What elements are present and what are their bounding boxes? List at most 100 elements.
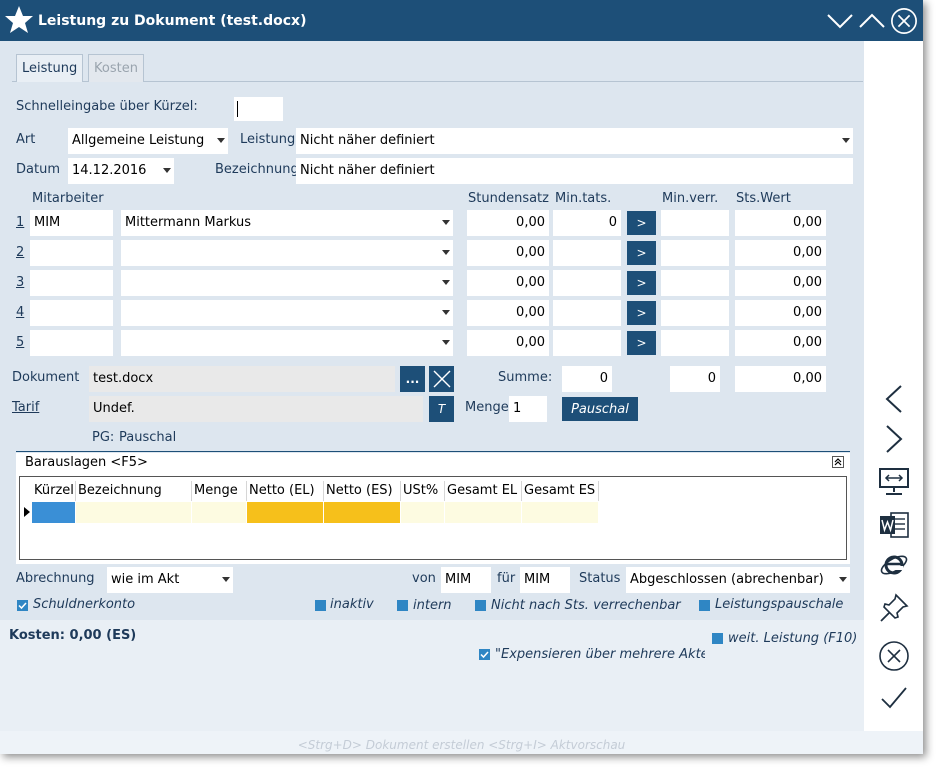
stundensatz-input[interactable]: 0,00 bbox=[467, 270, 549, 296]
pauschal-button[interactable]: Pauschal bbox=[562, 397, 638, 421]
row-number[interactable]: 2 bbox=[16, 245, 25, 260]
grid-cell-gesamt-es[interactable] bbox=[522, 502, 598, 523]
remove-document-button[interactable] bbox=[429, 366, 454, 392]
tab-kosten[interactable]: Kosten bbox=[88, 54, 144, 82]
von-value: MIM bbox=[445, 572, 472, 587]
status-label: Status bbox=[579, 571, 621, 586]
browse-document-button[interactable]: ... bbox=[400, 366, 425, 392]
tarif-field[interactable]: Undef. bbox=[89, 396, 423, 422]
transfer-minutes-button[interactable]: > bbox=[627, 211, 656, 235]
chevron-down-icon bbox=[442, 250, 450, 255]
min-tats-input[interactable] bbox=[553, 240, 621, 266]
dokument-field[interactable]: test.docx bbox=[89, 366, 395, 392]
expensieren-checkbox[interactable] bbox=[479, 649, 490, 660]
bezeichnung-input[interactable]: Nicht näher definiert bbox=[296, 158, 853, 184]
stundensatz-input[interactable]: 0,00 bbox=[467, 240, 549, 266]
min-verr-input[interactable] bbox=[661, 300, 729, 326]
art-select[interactable]: Allgemeine Leistung bbox=[68, 128, 228, 154]
employee-name-select[interactable] bbox=[121, 330, 453, 356]
quick-entry-input[interactable] bbox=[234, 97, 283, 121]
tarif-button[interactable]: T bbox=[429, 396, 454, 422]
von-input[interactable]: MIM bbox=[441, 567, 491, 593]
employee-code-input[interactable] bbox=[30, 270, 113, 296]
abrechnung-select[interactable]: wie im Akt bbox=[107, 567, 233, 593]
grid-cell-netto-es[interactable] bbox=[324, 502, 400, 523]
schuldnerkonto-checkbox[interactable] bbox=[17, 600, 28, 611]
cancel-icon[interactable] bbox=[876, 639, 912, 673]
row-number[interactable]: 4 bbox=[16, 305, 25, 320]
grid-cell-gesamt-el[interactable] bbox=[445, 502, 521, 523]
word-icon[interactable] bbox=[876, 508, 912, 542]
nicht-sts-checkbox[interactable] bbox=[475, 600, 486, 611]
intern-checkbox[interactable] bbox=[397, 600, 408, 611]
stundensatz-input[interactable]: 0,00 bbox=[467, 330, 549, 356]
next-icon[interactable] bbox=[876, 422, 912, 456]
menge-label: Menge bbox=[465, 400, 509, 415]
internet-explorer-icon[interactable] bbox=[876, 547, 912, 581]
abrechnung-label: Abrechnung bbox=[16, 571, 95, 586]
transfer-minutes-button[interactable]: > bbox=[627, 241, 656, 265]
grid-col-menge[interactable]: Menge bbox=[192, 481, 247, 501]
min-tats-input[interactable]: 0 bbox=[553, 210, 621, 236]
leistungspauschale-label: Leistungspauschale bbox=[715, 597, 844, 612]
employee-name-select[interactable]: Mittermann Markus bbox=[121, 210, 453, 236]
star-icon[interactable] bbox=[4, 5, 34, 39]
chevron-down-icon bbox=[222, 577, 230, 582]
grid-col-gesamt-es[interactable]: Gesamt ES bbox=[522, 481, 599, 501]
grid-col-bezeichnung[interactable]: Bezeichnung bbox=[76, 481, 192, 501]
status-select[interactable]: Abgeschlossen (abrechenbar) bbox=[626, 567, 850, 593]
min-tats-input[interactable] bbox=[553, 270, 621, 296]
inaktiv-checkbox[interactable] bbox=[315, 600, 326, 611]
maximize-chevron-icon[interactable] bbox=[858, 8, 886, 34]
grid-cell-kuerzel[interactable] bbox=[32, 502, 75, 523]
employee-name-select[interactable] bbox=[121, 300, 453, 326]
close-icon[interactable] bbox=[890, 8, 918, 34]
min-tats-input[interactable] bbox=[553, 330, 621, 356]
transfer-minutes-button[interactable]: > bbox=[627, 301, 656, 325]
row-number[interactable]: 1 bbox=[16, 215, 25, 230]
fuer-input[interactable]: MIM bbox=[520, 567, 570, 593]
min-verr-input[interactable] bbox=[661, 240, 729, 266]
stundensatz-input[interactable]: 0,00 bbox=[467, 300, 549, 326]
minimize-chevron-icon[interactable] bbox=[826, 8, 854, 34]
employee-code-input[interactable]: MIM bbox=[30, 210, 113, 236]
grid-col-kuerzel[interactable]: Kürzel bbox=[32, 481, 76, 501]
transfer-minutes-button[interactable]: > bbox=[627, 271, 656, 295]
collapse-icon[interactable] bbox=[832, 456, 844, 468]
summe-label: Summe: bbox=[498, 370, 553, 385]
sts-wert-field: 0,00 bbox=[735, 240, 826, 266]
min-verr-input[interactable] bbox=[661, 270, 729, 296]
grid-cell-bezeichnung[interactable] bbox=[76, 502, 191, 523]
employee-name-select[interactable] bbox=[121, 270, 453, 296]
min-verr-input[interactable] bbox=[661, 210, 729, 236]
min-verr-input[interactable] bbox=[661, 330, 729, 356]
datum-field[interactable]: 14.12.2016 bbox=[68, 158, 174, 184]
grid-col-netto-el[interactable]: Netto (EL) bbox=[247, 481, 324, 501]
grid-col-ust[interactable]: USt% bbox=[401, 481, 445, 501]
art-label: Art bbox=[16, 132, 36, 147]
employee-code-input[interactable] bbox=[30, 300, 113, 326]
grid-cell-netto-el[interactable] bbox=[247, 502, 323, 523]
previous-icon[interactable] bbox=[876, 382, 912, 416]
weit-leistung-checkbox[interactable] bbox=[712, 633, 723, 644]
menge-input[interactable]: 1 bbox=[509, 396, 547, 422]
tab-leistung[interactable]: Leistung bbox=[16, 54, 84, 82]
grid-cell-menge[interactable] bbox=[192, 502, 246, 523]
min-tats-input[interactable] bbox=[553, 300, 621, 326]
confirm-check-icon[interactable] bbox=[876, 681, 912, 715]
employee-code-input[interactable] bbox=[30, 240, 113, 266]
pin-icon[interactable] bbox=[876, 591, 912, 625]
employee-name-select[interactable] bbox=[121, 240, 453, 266]
barauslagen-grid[interactable]: Kürzel Bezeichnung Menge Netto (EL) Nett… bbox=[19, 476, 847, 560]
monitor-icon[interactable] bbox=[876, 465, 912, 499]
transfer-minutes-button[interactable]: > bbox=[627, 331, 656, 355]
leistungspauschale-checkbox[interactable] bbox=[699, 600, 710, 611]
leistung-select[interactable]: Nicht näher definiert bbox=[296, 128, 853, 154]
stundensatz-input[interactable]: 0,00 bbox=[467, 210, 549, 236]
grid-col-netto-es[interactable]: Netto (ES) bbox=[324, 481, 401, 501]
grid-cell-ust[interactable] bbox=[401, 502, 444, 523]
employee-code-input[interactable] bbox=[30, 330, 113, 356]
grid-col-gesamt-el[interactable]: Gesamt EL bbox=[445, 481, 522, 501]
row-number[interactable]: 5 bbox=[16, 335, 25, 350]
row-number[interactable]: 3 bbox=[16, 275, 25, 290]
